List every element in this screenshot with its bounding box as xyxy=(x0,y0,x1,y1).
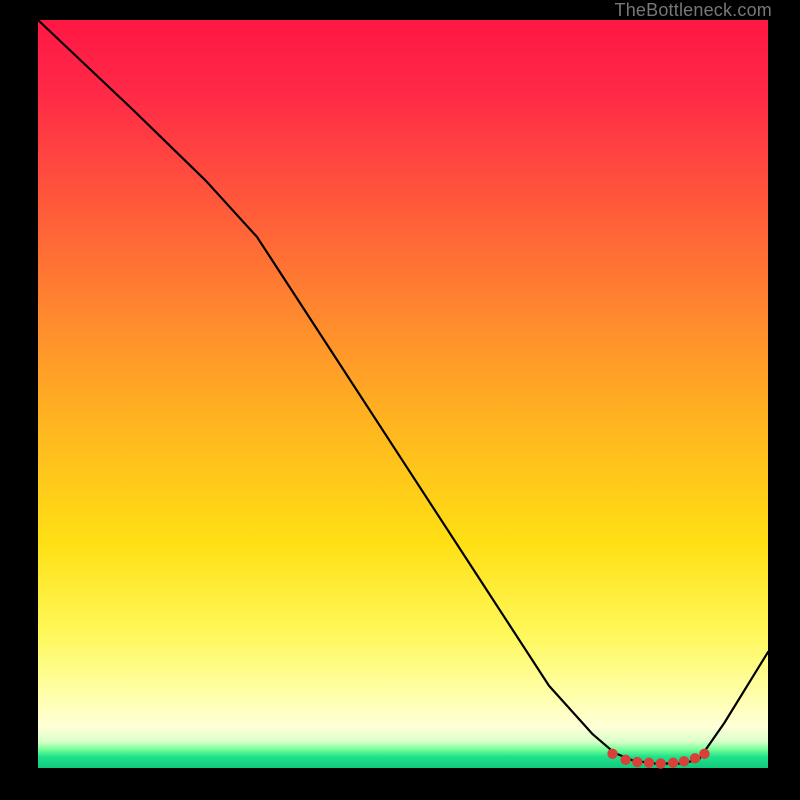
optimal-marker xyxy=(620,755,630,765)
optimal-marker xyxy=(668,758,678,768)
optimal-marker xyxy=(607,749,617,759)
chart-svg xyxy=(0,0,800,800)
chart-container: TheBottleneck.com xyxy=(0,0,800,800)
plot-area xyxy=(38,20,768,768)
optimal-marker xyxy=(679,756,689,766)
optimal-marker xyxy=(655,758,665,768)
optimal-marker xyxy=(690,753,700,763)
optimal-marker xyxy=(632,757,642,767)
optimal-marker xyxy=(644,758,654,768)
optimal-marker xyxy=(699,749,709,759)
attribution-link[interactable]: TheBottleneck.com xyxy=(615,0,772,21)
